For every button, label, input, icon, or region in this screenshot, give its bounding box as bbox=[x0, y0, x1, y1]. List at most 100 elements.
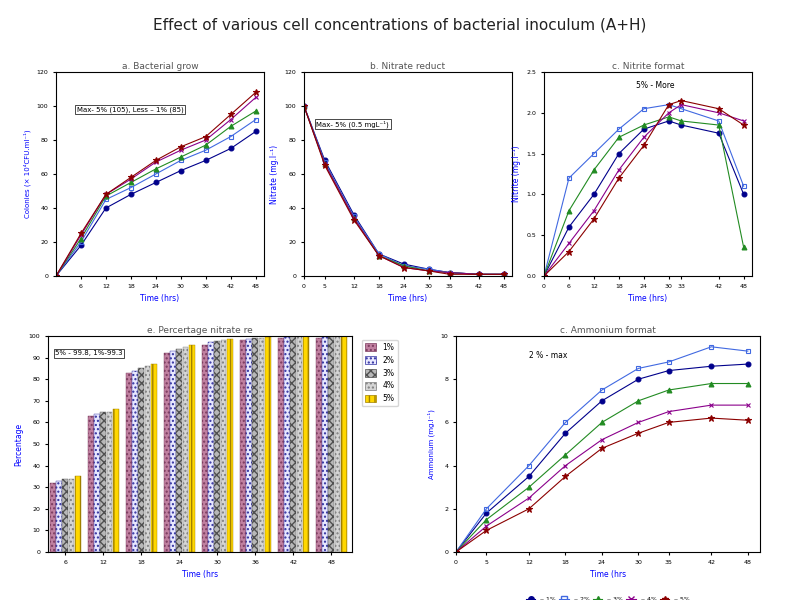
Bar bbox=[113, 409, 118, 552]
Bar bbox=[88, 416, 94, 552]
2% bbox=[634, 365, 643, 372]
Bar bbox=[341, 337, 346, 552]
X-axis label: Time (hrs): Time (hrs) bbox=[141, 294, 179, 303]
Bar bbox=[150, 364, 157, 552]
3% bbox=[664, 386, 674, 394]
Title: c. Ammonium format: c. Ammonium format bbox=[560, 326, 656, 335]
Bar bbox=[240, 340, 246, 552]
Text: Max- 5% (105), Less – 1% (85): Max- 5% (105), Less – 1% (85) bbox=[77, 106, 183, 113]
Text: 5% - More: 5% - More bbox=[635, 82, 674, 91]
Title: a. Bacterial grow: a. Bacterial grow bbox=[122, 62, 198, 71]
3% bbox=[524, 484, 534, 491]
Bar bbox=[182, 347, 189, 552]
4% bbox=[634, 419, 643, 426]
4% bbox=[706, 401, 716, 409]
Bar bbox=[74, 476, 81, 552]
Y-axis label: Colonies (× 10⁴CFU.ml⁻¹): Colonies (× 10⁴CFU.ml⁻¹) bbox=[23, 130, 31, 218]
1% bbox=[743, 361, 753, 368]
Bar bbox=[302, 337, 309, 552]
4% bbox=[561, 462, 570, 469]
2% bbox=[482, 505, 491, 512]
Bar bbox=[62, 479, 68, 552]
X-axis label: Time (hrs: Time (hrs bbox=[590, 570, 626, 579]
Bar bbox=[138, 368, 144, 552]
Bar bbox=[176, 349, 182, 552]
X-axis label: Time (hrs): Time (hrs) bbox=[629, 294, 667, 303]
Bar bbox=[258, 338, 265, 552]
Bar bbox=[132, 371, 138, 552]
3% bbox=[634, 397, 643, 404]
Bar bbox=[202, 344, 208, 552]
2% bbox=[664, 358, 674, 365]
Text: 2 % - max: 2 % - max bbox=[529, 350, 567, 359]
Bar bbox=[278, 338, 284, 552]
Line: 2%: 2% bbox=[454, 344, 750, 554]
Bar bbox=[265, 337, 270, 552]
5% bbox=[561, 473, 570, 480]
Bar bbox=[221, 340, 226, 552]
5% bbox=[743, 416, 753, 424]
3% bbox=[597, 419, 606, 426]
3% bbox=[482, 516, 491, 523]
1% bbox=[524, 473, 534, 480]
Bar bbox=[328, 337, 334, 552]
1% bbox=[706, 362, 716, 370]
Bar bbox=[69, 479, 74, 552]
Bar bbox=[126, 373, 132, 552]
Bar bbox=[334, 337, 341, 552]
Bar bbox=[106, 412, 113, 552]
Bar bbox=[164, 353, 170, 552]
1% bbox=[451, 548, 461, 556]
Bar bbox=[208, 343, 214, 552]
5% bbox=[482, 527, 491, 534]
2% bbox=[597, 386, 606, 394]
Title: c. Nitrite format: c. Nitrite format bbox=[612, 62, 684, 71]
Bar bbox=[322, 337, 328, 552]
4% bbox=[597, 436, 606, 443]
1% bbox=[634, 376, 643, 383]
Bar bbox=[246, 339, 252, 552]
Text: Effect of various cell concentrations of bacterial inoculum (A+H): Effect of various cell concentrations of… bbox=[154, 18, 646, 33]
2% bbox=[451, 548, 461, 556]
Bar bbox=[50, 483, 56, 552]
3% bbox=[561, 451, 570, 458]
X-axis label: Time (hrs): Time (hrs) bbox=[389, 294, 427, 303]
Title: b. Nitrate reduct: b. Nitrate reduct bbox=[370, 62, 446, 71]
Bar bbox=[56, 481, 62, 552]
Bar bbox=[252, 338, 258, 552]
Y-axis label: Nitrite (mg.l⁻¹): Nitrite (mg.l⁻¹) bbox=[512, 146, 521, 202]
Bar bbox=[214, 341, 220, 552]
Y-axis label: Ammonium (mg.l⁻¹): Ammonium (mg.l⁻¹) bbox=[427, 409, 435, 479]
Bar bbox=[170, 351, 176, 552]
3% bbox=[451, 548, 461, 556]
Bar bbox=[290, 337, 296, 552]
Bar bbox=[94, 414, 100, 552]
Line: 4%: 4% bbox=[454, 403, 750, 554]
5% bbox=[451, 548, 461, 556]
4% bbox=[664, 408, 674, 415]
Bar bbox=[226, 339, 233, 552]
Text: Max- 5% (0.5 mgL⁻¹): Max- 5% (0.5 mgL⁻¹) bbox=[317, 121, 390, 128]
1% bbox=[561, 430, 570, 437]
1% bbox=[597, 397, 606, 404]
5% bbox=[634, 430, 643, 437]
4% bbox=[524, 494, 534, 502]
Text: 5% - 99.8, 1%-99.3: 5% - 99.8, 1%-99.3 bbox=[55, 350, 122, 356]
5% bbox=[706, 415, 716, 422]
3% bbox=[706, 380, 716, 387]
2% bbox=[561, 419, 570, 426]
4% bbox=[743, 401, 753, 409]
4% bbox=[482, 523, 491, 530]
Y-axis label: Percentage: Percentage bbox=[14, 422, 23, 466]
1% bbox=[482, 509, 491, 517]
3% bbox=[743, 380, 753, 387]
Bar bbox=[145, 366, 150, 552]
Bar bbox=[284, 337, 290, 552]
Title: e. Percertage nitrate re: e. Percertage nitrate re bbox=[147, 326, 253, 335]
2% bbox=[524, 462, 534, 469]
Bar bbox=[297, 337, 302, 552]
Line: 3%: 3% bbox=[454, 381, 750, 554]
1% bbox=[664, 367, 674, 374]
Bar bbox=[189, 344, 194, 552]
Legend: ‒ 1%, ‒ 2%, ‒ 3%, ‒ 4%, ‒ 5%: ‒ 1%, ‒ 2%, ‒ 3%, ‒ 4%, ‒ 5% bbox=[523, 594, 693, 600]
